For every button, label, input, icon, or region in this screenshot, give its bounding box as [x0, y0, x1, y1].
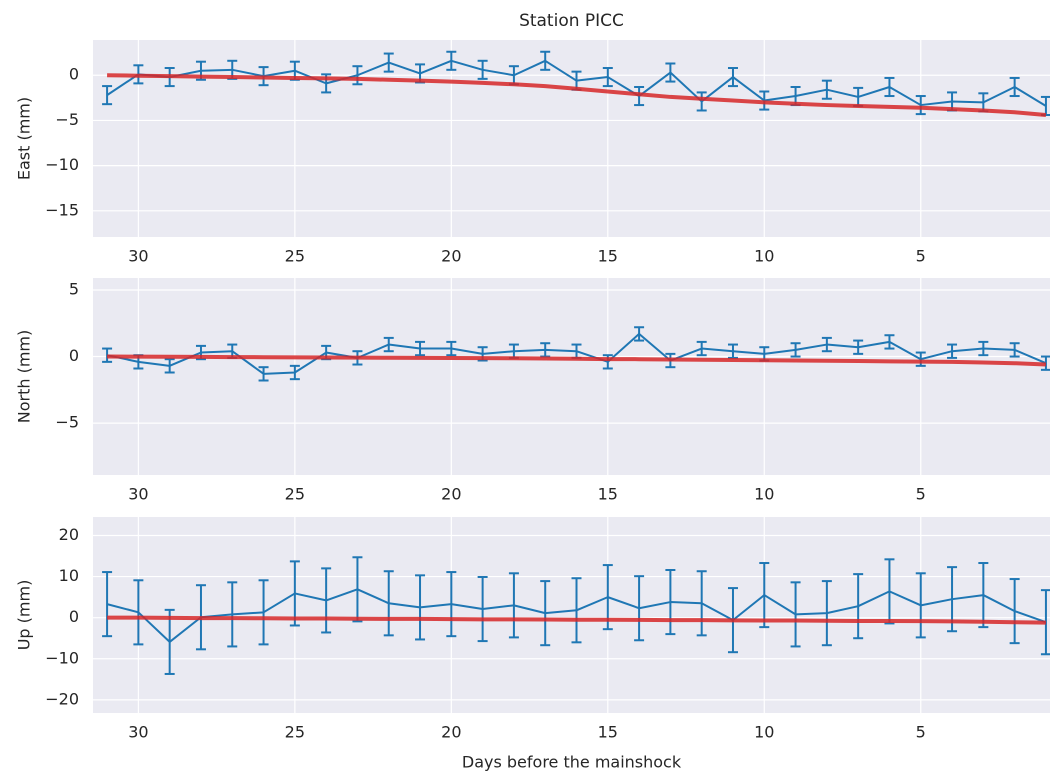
x-tick-label: 25 [285, 723, 305, 742]
x-tick-label: 10 [754, 247, 774, 266]
plot-area [93, 517, 1050, 713]
y-tick-label: 5 [69, 279, 79, 298]
model-line [107, 354, 1047, 367]
x-tick-label: 15 [598, 247, 618, 266]
y-axis-label: Up (mm) [15, 580, 34, 651]
x-tick-label: 10 [754, 485, 774, 504]
y-tick-label: 0 [69, 346, 79, 365]
y-tick-label: 0 [69, 607, 79, 626]
x-tick-label: 25 [285, 485, 305, 504]
x-tick-label: 30 [128, 247, 148, 266]
y-tick-label: −20 [45, 689, 79, 708]
plot-area [93, 278, 1050, 475]
x-tick-label: 30 [128, 723, 148, 742]
chart-title: Station PICC [519, 11, 624, 31]
x-tick-label: 30 [128, 485, 148, 504]
x-tick-label: 15 [598, 723, 618, 742]
y-tick-label: −15 [45, 200, 79, 219]
plot-area [93, 40, 1050, 237]
y-tick-label: 20 [59, 525, 79, 544]
y-tick-label: 10 [59, 566, 79, 585]
plot-marks [102, 50, 1050, 117]
x-tick-label: 10 [754, 723, 774, 742]
x-axis-label: Days before the mainshock [462, 753, 682, 772]
x-tick-label: 20 [441, 723, 461, 742]
data-line [106, 332, 1047, 375]
y-tick-label: 0 [69, 65, 79, 84]
model-line [107, 73, 1047, 117]
x-tick-label: 5 [916, 247, 926, 266]
model-line [107, 615, 1046, 625]
data-line [106, 588, 1047, 643]
y-axis-label: East (mm) [15, 97, 34, 180]
y-tick-label: −10 [45, 155, 79, 174]
x-tick-label: 20 [441, 485, 461, 504]
plot-marks [102, 556, 1050, 675]
x-tick-label: 25 [285, 247, 305, 266]
x-tick-label: 5 [916, 723, 926, 742]
y-axis-label: North (mm) [15, 330, 34, 424]
plot-marks [102, 326, 1050, 382]
y-tick-label: −5 [55, 413, 79, 432]
x-tick-label: 15 [598, 485, 618, 504]
x-tick-label: 5 [916, 485, 926, 504]
x-tick-label: 20 [441, 247, 461, 266]
y-tick-label: −5 [55, 110, 79, 129]
y-tick-label: −10 [45, 648, 79, 667]
